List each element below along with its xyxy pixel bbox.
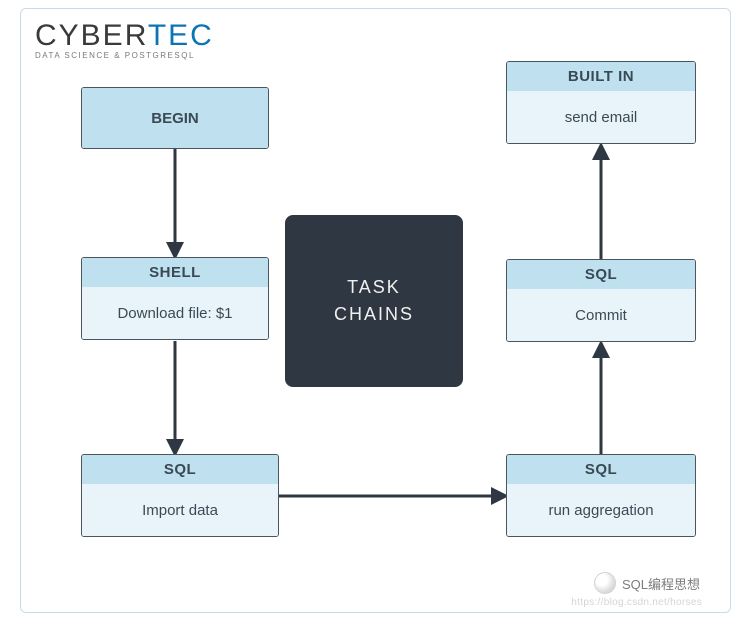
watermark-text: SQL编程思想 — [622, 574, 700, 593]
node-sql1-body: Import data — [82, 484, 278, 536]
node-sql2-header: SQL — [507, 455, 695, 484]
node-builtin-body: send email — [507, 91, 695, 143]
node-sql3: SQLCommit — [506, 259, 696, 342]
node-sql3-header: SQL — [507, 260, 695, 289]
node-builtin-header: BUILT IN — [507, 62, 695, 91]
logo-tagline: DATA SCIENCE & POSTGRESQL — [35, 51, 214, 60]
center-line2: CHAINS — [334, 301, 414, 328]
node-shell: SHELLDownload file: $1 — [81, 257, 269, 340]
watermark: SQL编程思想 — [594, 572, 700, 594]
watermark-icon — [594, 572, 616, 594]
node-sql1-header: SQL — [82, 455, 278, 484]
logo-wordmark: CYBERTEC — [35, 19, 214, 53]
logo-part2: TEC — [148, 19, 214, 52]
logo-part1: CYBER — [35, 19, 148, 52]
node-sql1: SQLImport data — [81, 454, 279, 537]
node-sql2: SQLrun aggregation — [506, 454, 696, 537]
center-line1: TASK — [334, 274, 414, 301]
node-builtin: BUILT INsend email — [506, 61, 696, 144]
logo: CYBERTEC DATA SCIENCE & POSTGRESQL — [35, 19, 214, 60]
watermark-url: https://blog.csdn.net/horses — [571, 597, 702, 608]
node-begin: BEGIN — [81, 87, 269, 149]
diagram-canvas: CYBERTEC DATA SCIENCE & POSTGRESQL BEGIN… — [20, 8, 731, 613]
node-begin-label: BEGIN — [82, 88, 268, 148]
node-sql3-body: Commit — [507, 289, 695, 341]
center-task-chains: TASK CHAINS — [285, 215, 463, 387]
node-shell-header: SHELL — [82, 258, 268, 287]
node-shell-body: Download file: $1 — [82, 287, 268, 339]
node-sql2-body: run aggregation — [507, 484, 695, 536]
